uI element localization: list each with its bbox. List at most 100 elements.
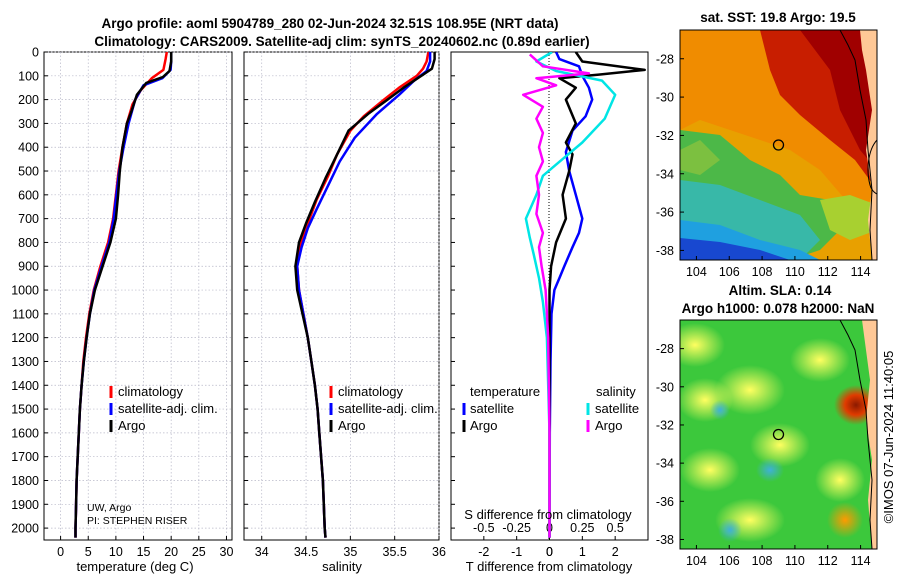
sst-map-ticks: 104 106 108 110 112 114 -28 -30 -32 -34 -36 -38 [656, 52, 871, 279]
x-tick-label: 34 [255, 545, 269, 559]
x-tick-label: 0 [57, 545, 64, 559]
map-y-tick-label: -38 [656, 244, 674, 258]
series-line-argo [294, 52, 436, 538]
x-tick-label: 35.5 [383, 545, 407, 559]
legend-satellite: satellite-adj. clim. [338, 401, 438, 416]
title-line-1: Argo profile: aoml 5904789_280 02-Jun-20… [102, 16, 559, 31]
sst-map-panel: sat. SST: 19.8 Argo: 19.5 104 106 108 110 11… [656, 10, 878, 279]
y-tick-label: 1100 [12, 307, 39, 321]
series-line-salinity-argo [521, 53, 591, 538]
map-x-tick-label: 112 [818, 265, 838, 279]
y-tick-label: 1400 [11, 379, 39, 393]
map-x-tick-label: 114 [851, 265, 871, 279]
y-tick-label: 1000 [11, 284, 39, 298]
map-x-tick-label: 108 [752, 265, 773, 279]
y-tick-label: 1500 [11, 403, 39, 417]
map-x-tick-label: 110 [785, 554, 805, 568]
x2-tick-label: 0.5 [606, 521, 623, 535]
map-x-tick-label: 106 [719, 554, 740, 568]
sla-map-field [680, 320, 877, 549]
map-y-tick-label: -36 [656, 206, 674, 220]
map-y-tick-label: -28 [656, 342, 674, 356]
map-x-tick-label: 106 [719, 265, 740, 279]
map-x-tick-label: 104 [686, 265, 707, 279]
credit-line-2: PI: STEPHEN RISER [87, 515, 188, 527]
sla-map-title-1: Altim. SLA: 0.14 [729, 283, 832, 298]
sst-map-title: sat. SST: 19.8 Argo: 19.5 [700, 10, 856, 25]
x2-tick-label: 0.25 [570, 521, 594, 535]
x-tick-label: 36 [432, 545, 446, 559]
x2-tick-label: -0.25 [502, 521, 531, 535]
y-tick-label: 700 [18, 212, 39, 226]
sst-map-field [680, 30, 877, 260]
map-x-tick-label: 104 [686, 554, 707, 568]
legend-argo: Argo [118, 418, 145, 433]
x2-tick-label: -0.5 [473, 521, 495, 535]
sla-map-panel: Altim. SLA: 0.14 Argo h1000: 0.078 h2000… [656, 283, 878, 568]
map-x-tick-label: 112 [818, 554, 838, 568]
map-x-tick-label: 110 [785, 265, 805, 279]
x-tick-label-zero: 0 [546, 545, 553, 559]
legend-temperature-title: temperature [470, 384, 540, 399]
salinity-grid [244, 51, 440, 540]
argo-location-marker [772, 428, 785, 441]
temperature-panel: 0 5 10 15 20 25 300100200300400500600700800900… [11, 46, 233, 575]
y-tick-label: 1700 [11, 450, 39, 464]
y-tick-label: 900 [18, 260, 39, 274]
x-tick-label: 15 [137, 545, 151, 559]
salinity-xlabel: salinity [322, 559, 362, 574]
temperature-legend: climatology satellite-adj. clim. Argo [109, 384, 218, 433]
x-tick-label: 5 [85, 545, 92, 559]
title-line-2: Climatology: CARS2009. Satellite-adj cli… [94, 34, 589, 49]
series-line-salinity-satellite [524, 52, 617, 538]
y-tick-label: 200 [18, 93, 39, 107]
map-y-tick-label: -30 [656, 91, 674, 105]
y-tick-label: 800 [18, 236, 39, 250]
argo-location-marker [772, 139, 785, 151]
y-tick-label: 1900 [11, 498, 39, 512]
legend-climatology: climatology [338, 384, 404, 399]
legend-climatology: climatology [118, 384, 184, 399]
salinity-lines [294, 52, 436, 538]
x-tick-label: 1 [579, 545, 586, 559]
map-y-tick-label: -32 [656, 129, 674, 143]
salinity-panel: 34 34.5 35 35.5 36 salinity climatology sate… [243, 51, 446, 574]
sla-map-ticks: 104 106 108 110 112 114 -28 -30 -32 -34 -36 -38 [656, 342, 871, 568]
x-tick-label: 25 [192, 545, 206, 559]
x-tick-label: 35 [343, 545, 357, 559]
map-y-tick-label: -30 [656, 380, 674, 394]
temperature-ticks: 0 5 10 15 20 25 300100200300400500600700800900… [11, 46, 233, 560]
map-y-tick-label: -36 [656, 495, 674, 509]
y-tick-label: 600 [18, 188, 39, 202]
difference-panel: -2 -1 0 1 20-0.5 -0.25 0 0.25 0.5 T difference f… [450, 51, 649, 574]
difference-lines [521, 52, 646, 538]
legend-sal-satellite: satellite [595, 401, 639, 416]
series-line-argo [74, 52, 173, 538]
map-x-tick-label: 108 [752, 554, 773, 568]
series-line-temperature-argo [548, 52, 646, 538]
x-tick-label: -1 [511, 545, 522, 559]
y-tick-label: 2000 [11, 522, 39, 536]
x-tick-label: 30 [220, 545, 234, 559]
x-tick-label: 10 [109, 545, 123, 559]
y-tick-label: 300 [18, 117, 39, 131]
credit-line-1: UW, Argo [87, 502, 132, 514]
map-y-tick-label: -34 [656, 167, 674, 181]
difference-legend: temperature satellite Argo salinity sate… [462, 384, 639, 433]
y-tick-label: 1600 [11, 426, 39, 440]
x-tick-label: 34.5 [294, 545, 318, 559]
x-tick-label: 2 [612, 545, 619, 559]
salinity-legend: climatology satellite-adj. clim. Argo [329, 384, 438, 433]
y-tick-label: 1300 [11, 355, 39, 369]
y-tick-label: 100 [18, 69, 39, 83]
x-tick-label: 0 [546, 545, 553, 559]
x-tick-label: 20 [164, 545, 178, 559]
salinity-ticks: 34 34.5 35 35.5 36 [244, 51, 446, 559]
temperature-xlabel: temperature (deg C) [76, 559, 193, 574]
imos-watermark: ©IMOS 07-Jun-2024 11:40:05 [881, 351, 896, 524]
legend-sal-argo: Argo [595, 418, 622, 433]
sla-map-title-2: Argo h1000: 0.078 h2000: NaN [682, 301, 875, 316]
map-y-tick-label: -34 [656, 457, 674, 471]
s-difference-xlabel: S difference from climatology [464, 507, 632, 522]
